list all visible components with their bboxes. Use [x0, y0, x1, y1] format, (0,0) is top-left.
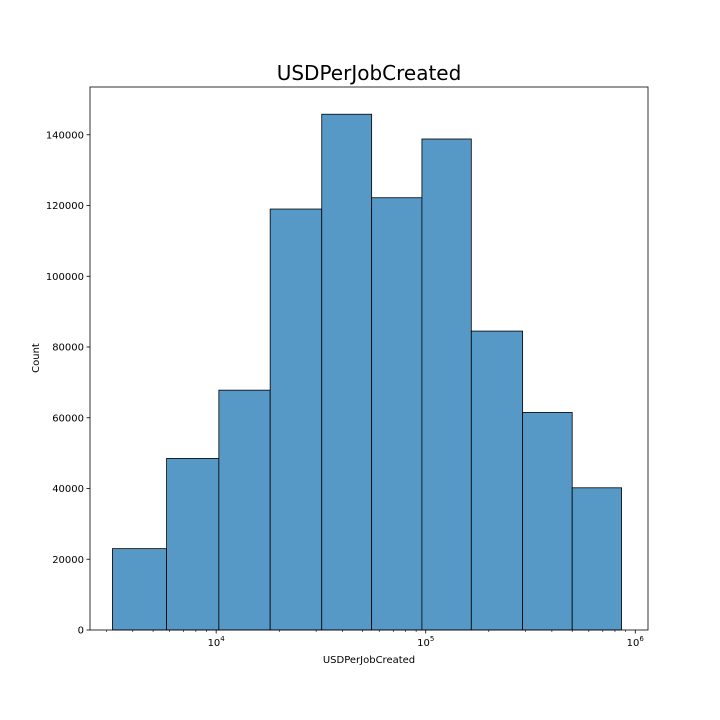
histogram-bar-6: [421, 138, 472, 631]
y-tick-label-4: 80000: [52, 343, 84, 354]
histogram-bar-1: [166, 458, 220, 631]
y-tick-label-5: 100000: [46, 272, 84, 283]
chart-title: USDPerJobCreated: [277, 61, 462, 85]
histogram-bar-5: [371, 197, 423, 631]
x-tick-label-0: 104: [208, 635, 226, 649]
y-axis-label: Count: [31, 343, 42, 373]
y-tick-label-2: 40000: [52, 484, 84, 495]
x-axis: 104 105 106: [106, 630, 645, 649]
plot-frame: [89, 86, 649, 631]
histogram-bar-8: [522, 412, 573, 631]
bars-group: [112, 113, 622, 631]
histogram-bar-4: [321, 113, 373, 631]
y-tick-label-3: 60000: [52, 413, 84, 424]
y-tick-label-1: 20000: [52, 555, 84, 566]
y-tick-label-6: 120000: [46, 201, 84, 212]
x-tick-label-2: 106: [627, 635, 645, 649]
histogram-bar-9: [571, 487, 622, 631]
x-axis-label: USDPerJobCreated: [323, 655, 415, 666]
histogram-bar-2: [218, 389, 271, 631]
y-tick-label-7: 140000: [46, 130, 84, 141]
histogram-bar-0: [112, 548, 167, 631]
histogram-bar-7: [470, 330, 524, 631]
y-axis: 0 20000 40000 60000 80000 100000 120000 140000: [46, 130, 90, 637]
y-tick-label-0: 0: [78, 626, 84, 637]
x-tick-label-1: 105: [417, 635, 434, 649]
histogram-bar-3: [269, 208, 323, 631]
